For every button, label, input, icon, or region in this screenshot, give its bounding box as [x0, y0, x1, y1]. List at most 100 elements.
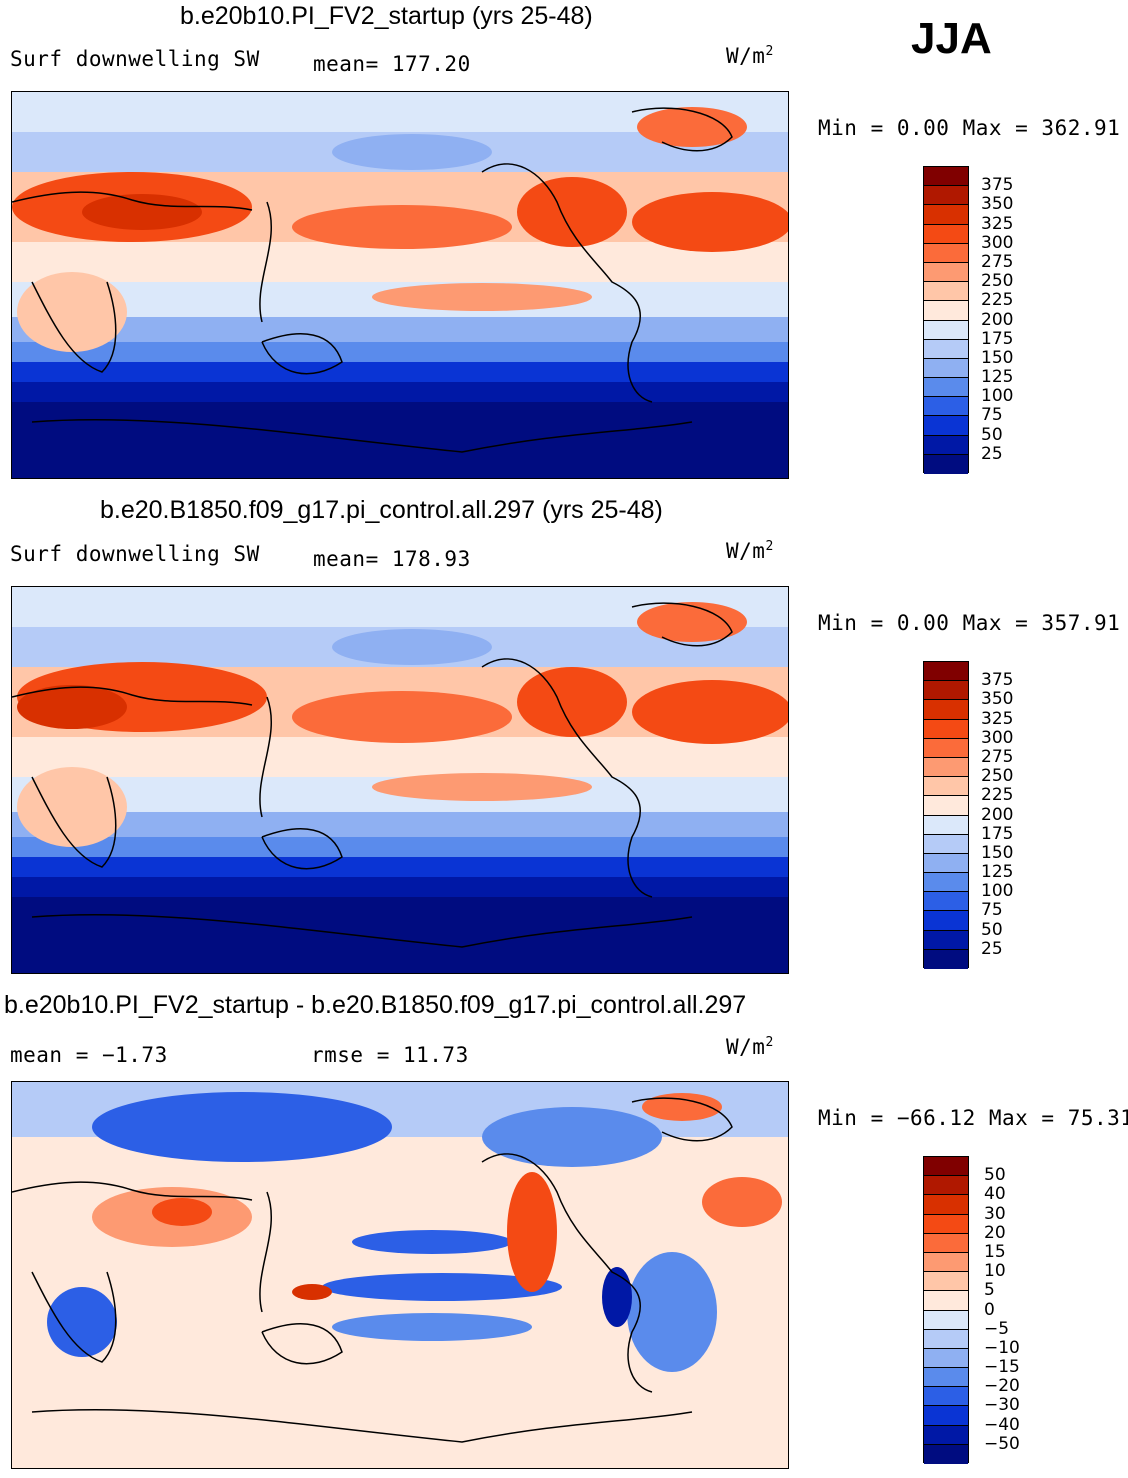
- colorbar-segment: [924, 1348, 968, 1369]
- panel3-map: [11, 1081, 789, 1469]
- colorbar-tick-label: 175: [981, 328, 1014, 349]
- colorbar-tick-label: −10: [984, 1337, 1020, 1358]
- colorbar-tick-label: 300: [981, 727, 1014, 748]
- panel2-units: W/m2: [726, 539, 774, 563]
- colorbar-segment: [924, 681, 968, 701]
- colorbar-tick-label: 75: [981, 900, 1003, 921]
- panel3-map-blob: [92, 1092, 392, 1162]
- panel2-map-blob: [517, 667, 627, 737]
- colorbar-tick-label: 40: [984, 1184, 1006, 1205]
- colorbar-segment: [924, 796, 968, 816]
- panel3-rmse-label: rmse = 11.73: [311, 1043, 469, 1067]
- colorbar-tick-label: 375: [981, 670, 1014, 691]
- colorbar-segment: [924, 834, 968, 854]
- panel2-map-blob: [17, 685, 127, 729]
- colorbar-segment: [924, 320, 968, 340]
- colorbar-segment: [924, 282, 968, 302]
- colorbar-segment: [924, 262, 968, 283]
- panel2-map-band: [12, 837, 788, 857]
- panel1-map-band: [12, 317, 788, 342]
- colorbar-tick-label: 375: [981, 175, 1014, 196]
- colorbar-tick-label: 75: [981, 405, 1003, 426]
- colorbar-segment: [924, 662, 968, 682]
- colorbar-segment: [924, 738, 968, 758]
- colorbar-segment: [924, 892, 968, 912]
- colorbar-tick-label: 225: [981, 785, 1014, 806]
- colorbar-tick-label: 30: [984, 1203, 1006, 1224]
- colorbar-segment: [924, 1329, 968, 1349]
- panel2-map-band: [12, 737, 788, 777]
- panel3-map-blob: [642, 1093, 722, 1121]
- panel3-map-blob: [47, 1287, 117, 1357]
- panel1-map-blob: [82, 194, 202, 230]
- colorbar-segment: [924, 930, 968, 950]
- colorbar-segment: [924, 911, 968, 931]
- colorbar-tick-label: 10: [984, 1261, 1006, 1282]
- colorbar-segment: [924, 777, 968, 797]
- colorbar-segment: [924, 378, 968, 398]
- colorbar-tick-label: 25: [981, 443, 1003, 464]
- colorbar-segment: [924, 167, 968, 187]
- colorbar-tick-label: 150: [981, 842, 1014, 863]
- colorbar-tick-label: 100: [981, 386, 1014, 407]
- panel2-variable-label: Surf downwelling SW: [10, 542, 260, 566]
- panel3-coastline: [12, 1097, 733, 1443]
- colorbar-segment: [924, 454, 968, 474]
- colorbar-segment: [924, 1425, 968, 1445]
- colorbar-segment: [924, 719, 968, 739]
- panel3-map-blob: [627, 1252, 717, 1372]
- colorbar-segment: [924, 435, 968, 455]
- colorbar-tick-label: 350: [981, 194, 1014, 215]
- colorbar-segment: [924, 224, 968, 244]
- colorbar-tick-label: 275: [981, 746, 1014, 767]
- panel1-map-band: [12, 362, 788, 382]
- colorbar-tick-label: 325: [981, 708, 1014, 729]
- panel3-map-blob: [507, 1172, 557, 1292]
- panel2-map-blob: [292, 691, 512, 743]
- panel1-variable-label: Surf downwelling SW: [10, 47, 260, 71]
- colorbar-segment: [924, 397, 968, 417]
- panel3-mean-label: mean = −1.73: [10, 1043, 168, 1067]
- colorbar-tick-label: 275: [981, 251, 1014, 272]
- colorbar-segment: [924, 1310, 968, 1330]
- colorbar-tick-label: −5: [984, 1318, 1010, 1339]
- panel1-map-band: [12, 342, 788, 362]
- colorbar-tick-label: 125: [981, 862, 1014, 883]
- colorbar-tick-label: 175: [981, 823, 1014, 844]
- panel1-map-blob: [372, 283, 592, 311]
- colorbar-tick-label: 200: [981, 309, 1014, 330]
- panel3-colorbar: [923, 1156, 969, 1464]
- panel2-map-band: [12, 897, 788, 973]
- panel3-map-blob: [702, 1177, 782, 1227]
- colorbar-tick-label: −15: [984, 1357, 1020, 1378]
- panel3-map-blob: [292, 1284, 332, 1300]
- panel2-map: [11, 586, 789, 974]
- colorbar-segment: [924, 416, 968, 436]
- panel1-coastline: [12, 107, 733, 453]
- colorbar-segment: [924, 1291, 968, 1311]
- colorbar-segment: [924, 1252, 968, 1273]
- colorbar-tick-label: 50: [984, 1165, 1006, 1186]
- panel1-colorbar: [923, 166, 969, 474]
- panel3-title: b.e20b10.PI_FV2_startup - b.e20.B1850.f0…: [4, 991, 747, 1019]
- panel2-map-blob: [332, 629, 492, 665]
- colorbar-segment: [924, 700, 968, 720]
- panel1-min-max: Min = 0.00 Max = 362.91: [818, 116, 1121, 140]
- panel1-mean-label: mean= 177.20: [313, 52, 471, 76]
- colorbar-tick-label: −50: [984, 1433, 1020, 1454]
- colorbar-segment: [924, 1387, 968, 1407]
- panel1-map: [11, 91, 789, 479]
- colorbar-segment: [924, 1214, 968, 1234]
- panel2-colorbar: [923, 661, 969, 969]
- panel2-min-max: Min = 0.00 Max = 357.91: [818, 611, 1121, 635]
- colorbar-tick-label: −40: [984, 1414, 1020, 1435]
- panel3-map-blob: [602, 1267, 632, 1327]
- colorbar-segment: [924, 301, 968, 321]
- colorbar-segment: [924, 1272, 968, 1292]
- panel1-map-blob: [637, 107, 747, 147]
- colorbar-segment: [924, 1195, 968, 1215]
- colorbar-tick-label: 25: [981, 938, 1003, 959]
- colorbar-segment: [924, 853, 968, 874]
- panel3-min-max: Min = −66.12 Max = 75.31: [818, 1106, 1128, 1130]
- colorbar-segment: [924, 815, 968, 835]
